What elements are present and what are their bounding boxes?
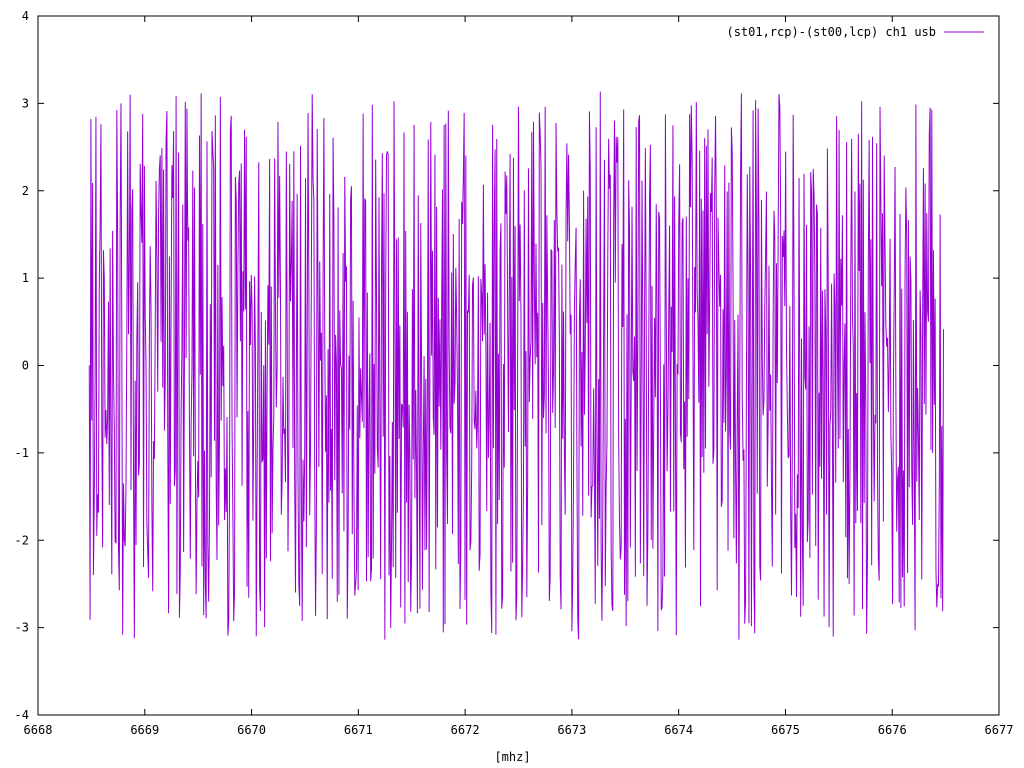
x-tick-label: 6672 bbox=[451, 723, 480, 737]
x-tick-label: 6669 bbox=[130, 723, 159, 737]
y-tick-label: -4 bbox=[15, 708, 29, 722]
x-tick-label: 6674 bbox=[664, 723, 693, 737]
y-tick-label: 4 bbox=[22, 9, 29, 23]
x-tick-label: 6675 bbox=[771, 723, 800, 737]
axes: 6668 6669 6670 6671 6672 6673 6674 6675 6676 6677… bbox=[15, 9, 1014, 737]
x-tick-label: 6670 bbox=[237, 723, 266, 737]
y-tick-label: 3 bbox=[22, 96, 29, 110]
y-tick-label: 0 bbox=[22, 359, 29, 373]
x-axis-title: [mhz] bbox=[494, 750, 530, 764]
x-tick-label: 6668 bbox=[24, 723, 53, 737]
legend-label: (st01,rcp)-(st00,lcp) ch1 usb bbox=[726, 25, 936, 39]
plot-area bbox=[88, 91, 944, 640]
legend: (st01,rcp)-(st00,lcp) ch1 usb bbox=[726, 25, 984, 39]
series-line bbox=[88, 91, 944, 640]
y-tick-label: -1 bbox=[15, 446, 29, 460]
x-tick-label: 6673 bbox=[557, 723, 586, 737]
x-tick-label: 6677 bbox=[985, 723, 1014, 737]
x-tick-label: 6671 bbox=[344, 723, 373, 737]
y-tick-label: 2 bbox=[22, 184, 29, 198]
y-tick-label: -2 bbox=[15, 533, 29, 547]
y-tick-label: 1 bbox=[22, 271, 29, 285]
y-tick-label: -3 bbox=[15, 621, 29, 635]
x-tick-label: 6676 bbox=[878, 723, 907, 737]
